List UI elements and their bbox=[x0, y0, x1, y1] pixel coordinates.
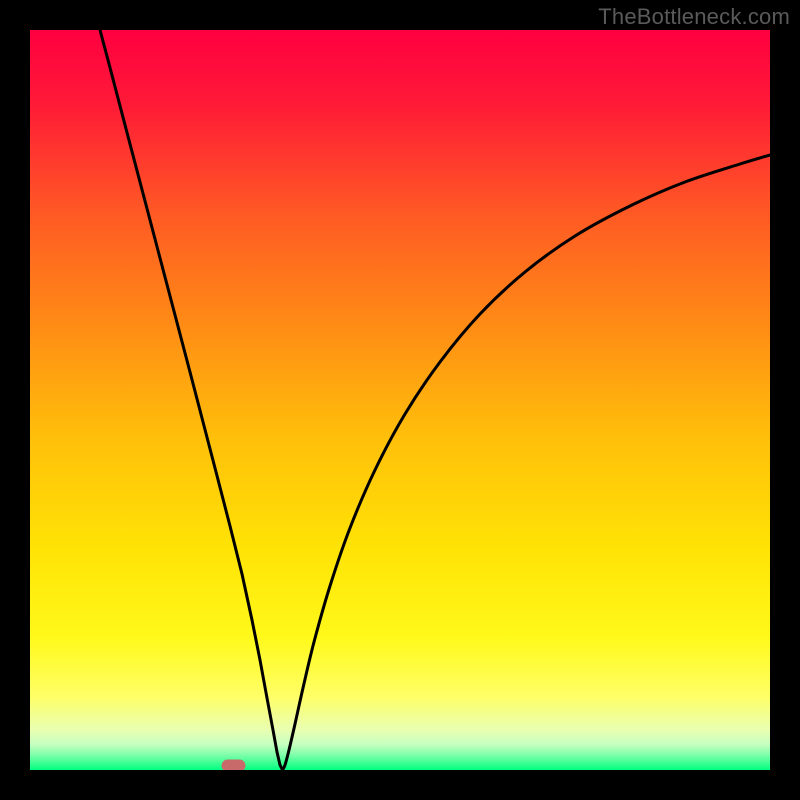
vertex-marker bbox=[222, 760, 246, 772]
bottleneck-chart bbox=[0, 0, 800, 800]
watermark-text: TheBottleneck.com bbox=[598, 4, 790, 30]
chart-container: TheBottleneck.com bbox=[0, 0, 800, 800]
chart-background-gradient bbox=[30, 30, 770, 770]
